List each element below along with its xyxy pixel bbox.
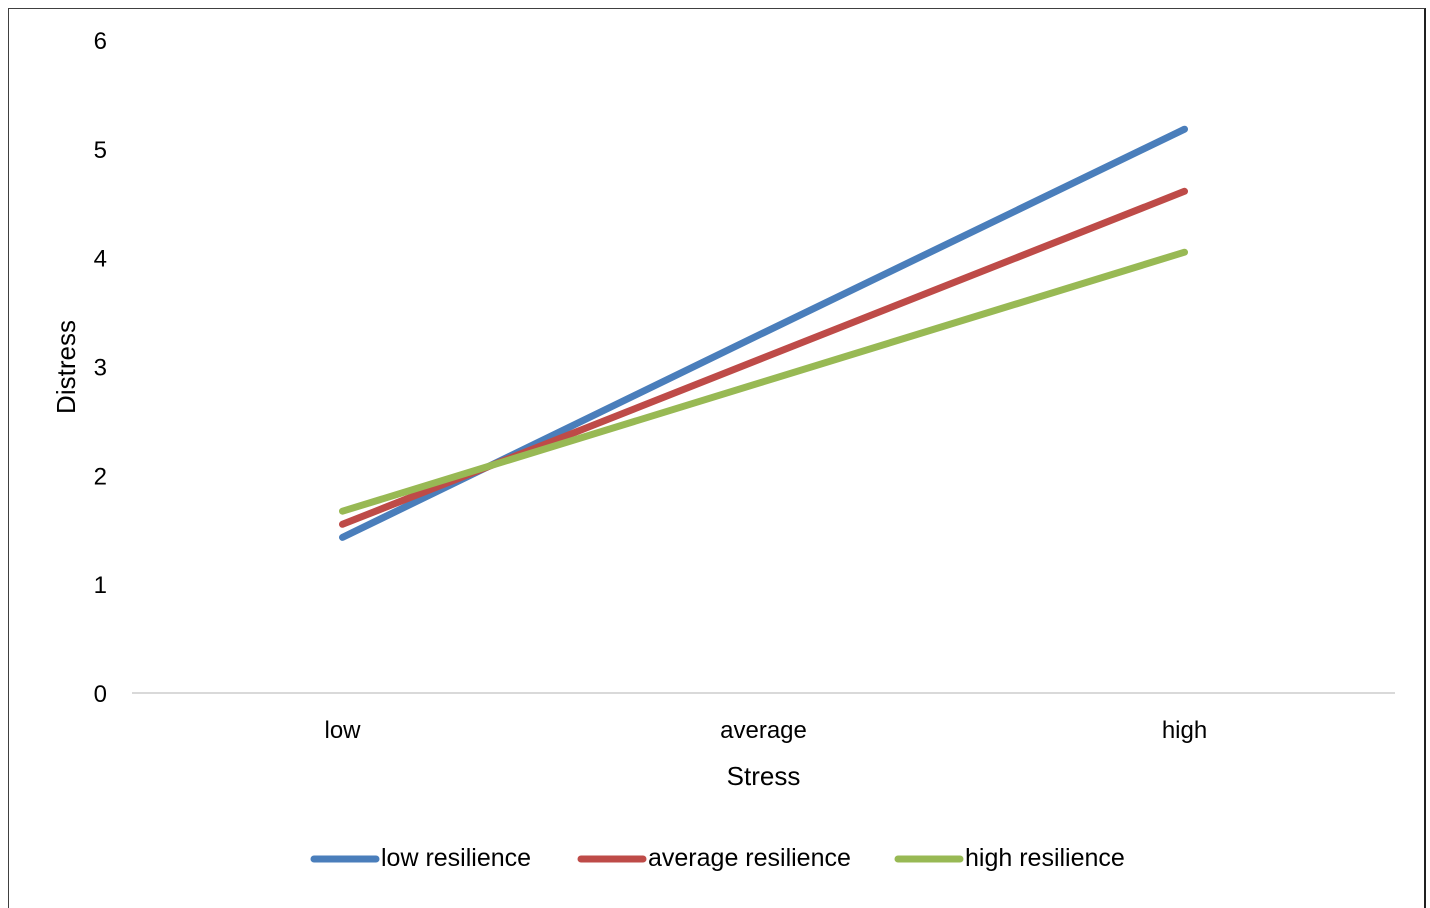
series-lines [339,125,1188,541]
legend-item: high resilience [894,844,1125,872]
y-tick-label: 1 [94,572,107,599]
x-tick-label: average [720,717,807,744]
y-tick-label: 4 [94,246,107,273]
y-axis-title: Distress [51,320,81,414]
y-tick-label: 0 [94,681,107,708]
y-axis-ticks: 0 1 2 3 4 5 6 [94,28,107,708]
y-tick-label: 5 [94,137,107,164]
y-tick-label: 6 [94,28,107,55]
legend-label: low resilience [381,844,531,872]
x-tick-label: high [1162,717,1207,744]
legend-label: high resilience [965,844,1125,872]
x-axis-title: Stress [727,761,801,791]
legend-label: average resilience [648,844,851,872]
series-line-high-resilience [339,248,1188,515]
x-axis-ticks: low average high [324,717,1207,744]
legend-item: low resilience [310,844,531,872]
y-tick-label: 2 [94,463,107,490]
legend: low resilience average resilience high res… [310,844,1125,872]
y-tick-label: 3 [94,355,107,382]
x-tick-label: low [324,717,361,744]
chart-frame [8,8,1426,908]
legend-item: average resilience [577,844,851,872]
